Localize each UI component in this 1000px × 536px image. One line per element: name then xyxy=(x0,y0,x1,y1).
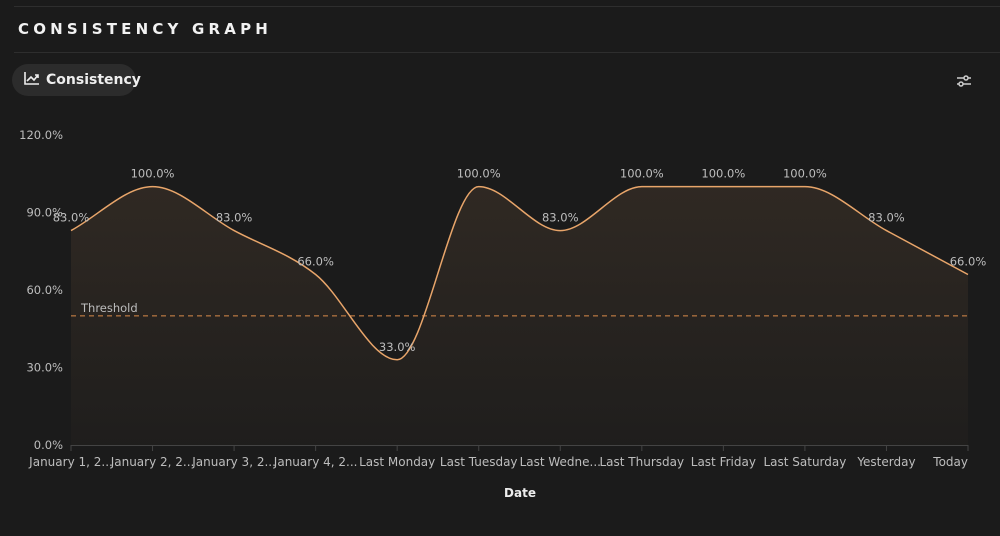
x-tick-label: Today xyxy=(932,455,968,469)
y-tick-label: 30.0% xyxy=(26,361,63,375)
data-label: 83.0% xyxy=(53,211,90,225)
x-tick-label: January 2, 2... xyxy=(110,455,195,469)
data-label: 66.0% xyxy=(950,255,987,269)
area-fill xyxy=(71,186,968,445)
tab-label: Consistency xyxy=(46,72,141,88)
data-label: 83.0% xyxy=(216,211,253,225)
top-divider xyxy=(14,6,1000,7)
y-tick-label: 0.0% xyxy=(34,438,63,452)
x-axis-title: Date xyxy=(504,486,536,500)
x-tick-label: January 4, 2... xyxy=(273,455,358,469)
x-tick-label: January 3, 2... xyxy=(191,455,276,469)
x-tick-label: Last Wedne... xyxy=(520,455,601,469)
y-tick-label: 60.0% xyxy=(26,283,63,297)
data-label: 100.0% xyxy=(701,167,745,181)
sliders-icon[interactable] xyxy=(954,72,974,90)
series-line xyxy=(70,185,969,361)
data-label: 100.0% xyxy=(783,167,827,181)
y-tick-label: 90.0% xyxy=(26,206,63,220)
x-tick-label: Last Thursday xyxy=(600,455,685,469)
tab-consistency[interactable]: Consistency xyxy=(12,64,141,96)
data-label: 83.0% xyxy=(542,211,579,225)
threshold-label: Threshold xyxy=(80,301,138,315)
x-tick-label: Last Tuesday xyxy=(440,455,518,469)
data-label: 100.0% xyxy=(620,167,664,181)
x-tick-label: Yesterday xyxy=(856,455,915,469)
data-label: 100.0% xyxy=(457,167,501,181)
data-label: 100.0% xyxy=(131,167,175,181)
x-tick-label: Last Saturday xyxy=(763,455,846,469)
trending-up-icon xyxy=(24,71,40,89)
header-divider xyxy=(14,52,1000,53)
y-tick-label: 120.0% xyxy=(19,128,63,142)
data-label: 33.0% xyxy=(379,340,416,354)
section-title: CONSISTENCY GRAPH xyxy=(18,20,273,38)
x-tick-label: Last Monday xyxy=(359,455,435,469)
x-tick-label: January 1, 2... xyxy=(28,455,113,469)
x-tick-label: Last Friday xyxy=(691,455,756,469)
data-label: 66.0% xyxy=(297,255,334,269)
data-label: 83.0% xyxy=(868,211,905,225)
